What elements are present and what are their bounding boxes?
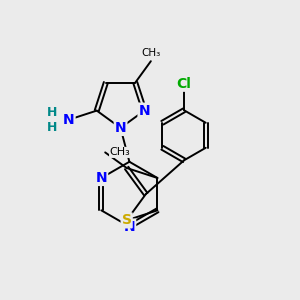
- Text: N: N: [115, 121, 126, 135]
- Text: CH₃: CH₃: [141, 48, 160, 58]
- Text: N: N: [95, 171, 107, 185]
- Text: N: N: [63, 113, 75, 127]
- Text: H: H: [47, 106, 58, 119]
- Text: N: N: [124, 220, 135, 234]
- Text: N: N: [139, 103, 150, 118]
- Text: Cl: Cl: [177, 77, 191, 91]
- Text: S: S: [122, 213, 132, 227]
- Text: CH₃: CH₃: [110, 147, 130, 158]
- Text: H: H: [47, 121, 58, 134]
